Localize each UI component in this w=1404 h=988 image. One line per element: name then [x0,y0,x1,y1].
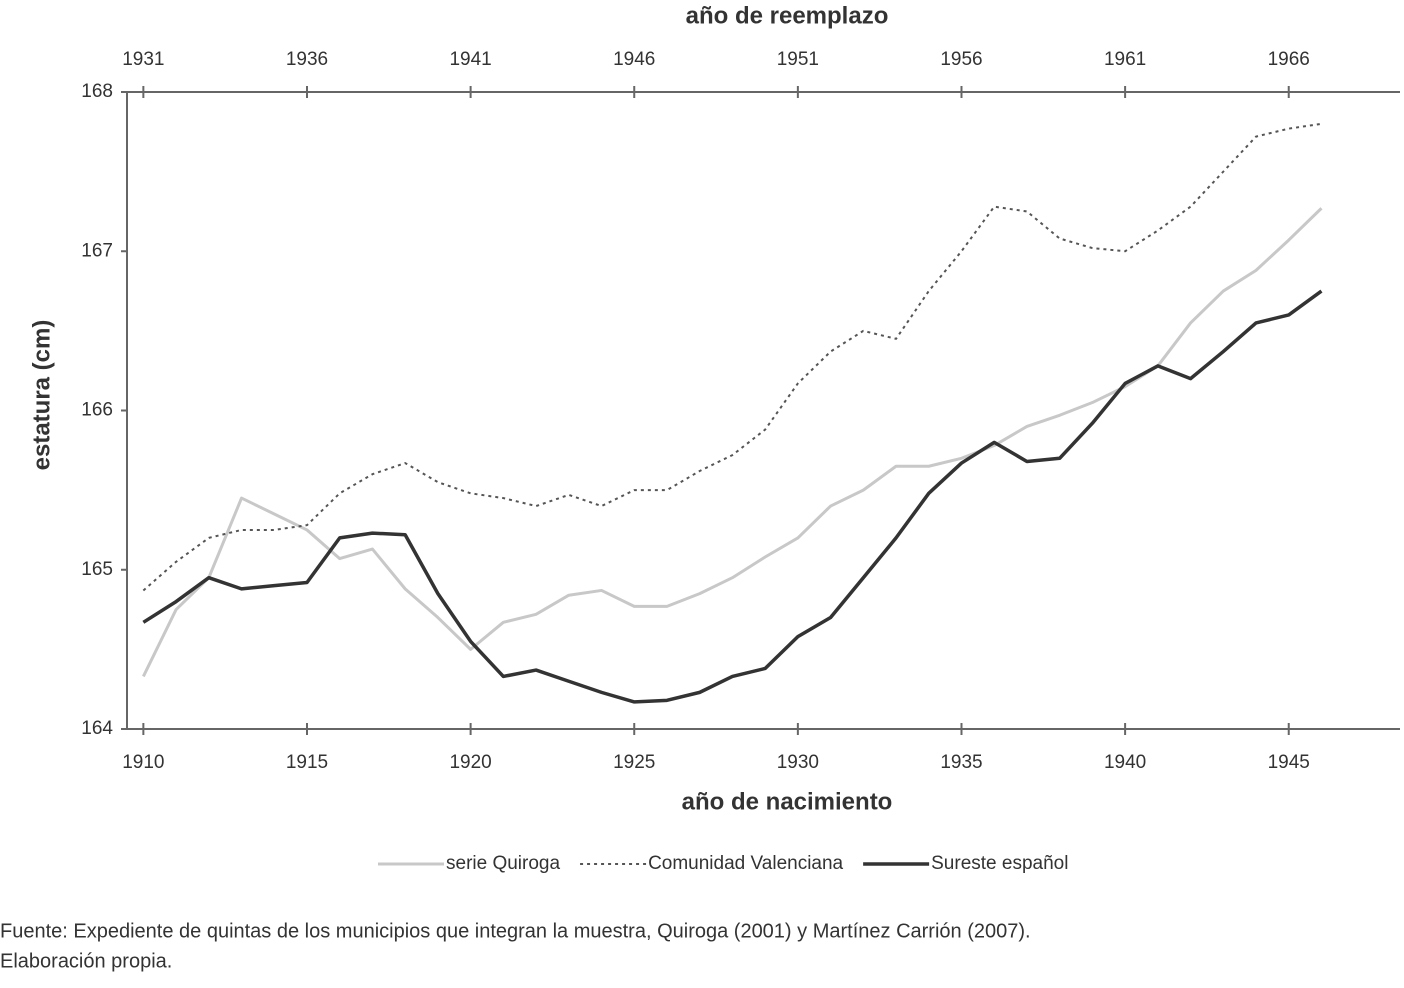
x-tick-label: 1920 [449,752,491,773]
line-series [142,122,1322,592]
y-tick-label: 164 [81,718,113,739]
source-note: Elaboración propia. [0,950,172,972]
x2-tick-label: 1956 [940,49,982,70]
x-tick-label: 1945 [1268,752,1310,773]
x2-tick-label: 1936 [286,49,328,70]
x2-tick-label: 1951 [777,49,819,70]
x2-tick-label: 1941 [449,49,491,70]
y-axis-title: estatura (cm) [28,320,55,471]
legend-label: Comunidad Valenciana [648,853,843,874]
x2-axis-title: año de reemplazo [686,2,889,29]
source-note: Fuente: Expediente de quintas de los mun… [0,920,1031,942]
line-series [142,207,1323,678]
x-tick-label: 1940 [1104,752,1146,773]
x-axis-title: año de nacimiento [682,788,893,815]
y-tick-label: 167 [81,240,113,261]
x2-tick-label: 1966 [1268,49,1310,70]
y-tick-label: 166 [81,400,113,421]
y-tick-label: 165 [81,559,113,580]
legend-label: Sureste español [931,853,1068,874]
legend-label: serie Quiroga [446,853,560,874]
x-tick-label: 1925 [613,752,655,773]
x-tick-label: 1910 [122,752,164,773]
x2-tick-label: 1931 [122,49,164,70]
x-tick-label: 1935 [940,752,982,773]
y-tick-label: 168 [81,81,113,102]
line-series [142,289,1323,704]
x2-tick-label: 1961 [1104,49,1146,70]
x2-tick-label: 1946 [613,49,655,70]
x-tick-label: 1915 [286,752,328,773]
x-tick-label: 1930 [777,752,819,773]
